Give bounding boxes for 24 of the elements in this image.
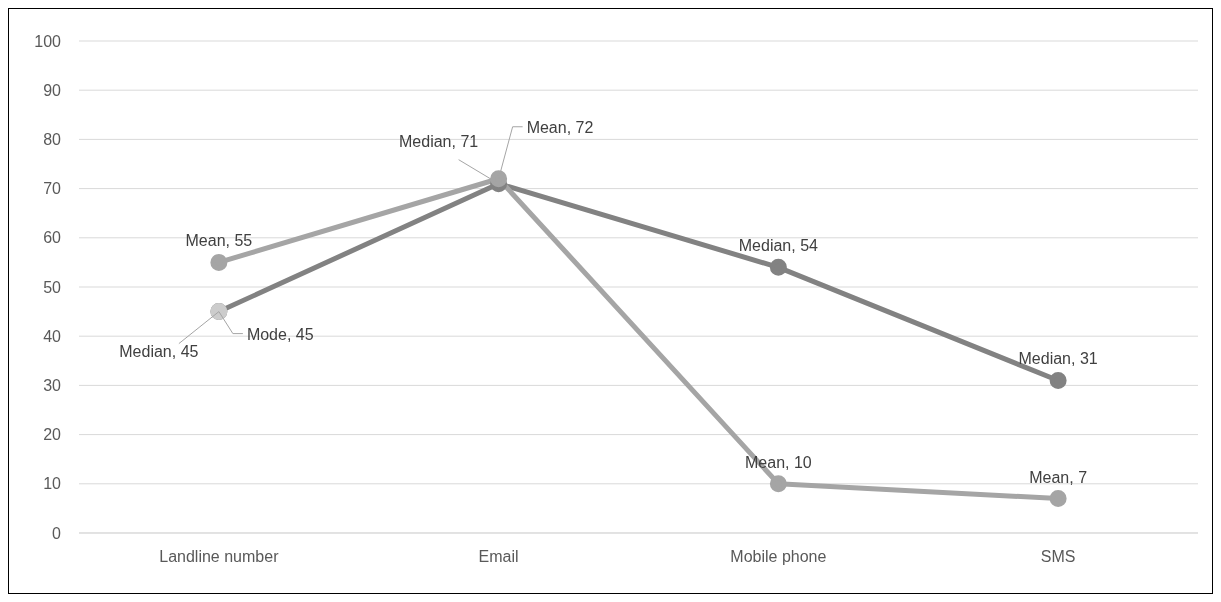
data-label: Mode, 45 <box>246 325 314 343</box>
y-tick-label: 70 <box>43 180 62 198</box>
data-label: Mean, 10 <box>745 453 812 471</box>
x-tick-label: Landline number <box>159 548 280 566</box>
y-tick-label: 90 <box>43 81 62 99</box>
y-tick-label: 50 <box>43 278 62 296</box>
y-tick-label: 40 <box>43 327 62 345</box>
data-label: Mean, 55 <box>185 232 253 250</box>
data-label: Median, 45 <box>119 342 199 360</box>
y-tick-label: 10 <box>43 475 62 493</box>
x-tick-label: SMS <box>1040 548 1076 566</box>
data-label: Mean, 72 <box>526 118 594 136</box>
y-tick-label: 80 <box>43 131 62 149</box>
data-label: Median, 54 <box>738 237 819 255</box>
y-tick-label: 30 <box>43 377 62 395</box>
y-tick-label: 20 <box>43 426 62 444</box>
y-tick-label: 60 <box>43 229 62 247</box>
y-tick-label: 100 <box>34 32 62 50</box>
x-tick-label: Email <box>478 548 519 566</box>
data-label: Median, 71 <box>399 132 479 150</box>
y-tick-label: 0 <box>52 524 62 542</box>
data-label: Median, 31 <box>1018 350 1098 368</box>
x-tick-label: Mobile phone <box>730 548 827 566</box>
data-label: Mean, 7 <box>1029 468 1088 486</box>
